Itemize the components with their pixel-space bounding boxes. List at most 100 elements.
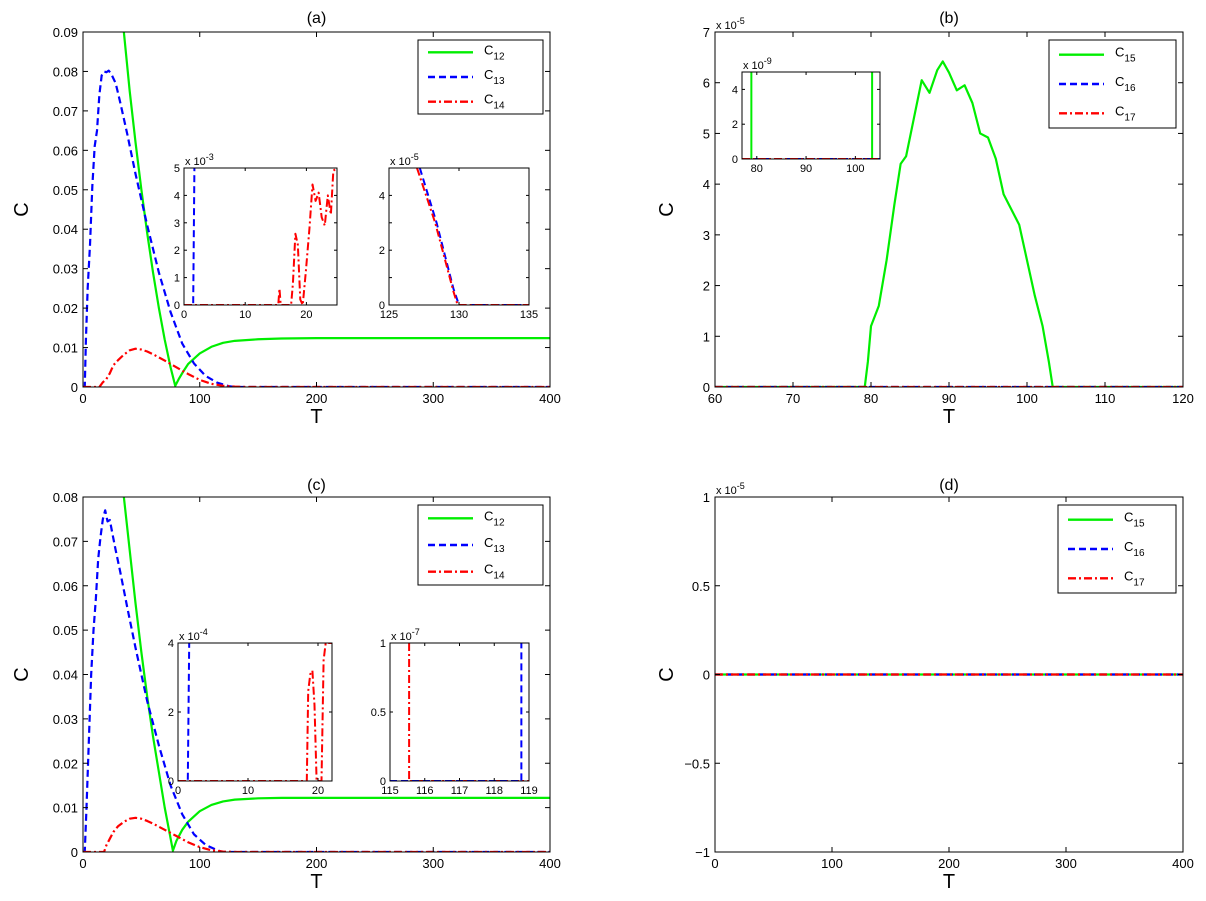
panel-d-multiplier: x 10-5 [716, 481, 745, 497]
y-axis-label: C [11, 667, 33, 681]
legend: C15 C16 C17 [1057, 504, 1177, 594]
x-axis-label: T [943, 406, 955, 428]
panel-a-inset-0-ytick-label: 3 [174, 218, 180, 230]
panel-a-inset-1-multiplier: x 10-5 [390, 152, 419, 168]
panel-b-inset-0-multiplier: x 10-9 [743, 56, 772, 72]
panel-title: (a) [307, 10, 327, 27]
panel-a-inset-1-xtick-label: 130 [450, 309, 468, 321]
y-axis-label: C [656, 202, 678, 216]
panel-b-inset-0-ytick-label: 4 [732, 84, 738, 96]
panel-d-ytick-label: 1 [703, 490, 710, 505]
panel-a-inset-1-ytick-label: 4 [379, 190, 385, 202]
panel-c-inset-0: 0 10 20 0 2 4 x 10-4 [168, 627, 333, 797]
panel-a-inset-0-ytick-label: 1 [174, 273, 180, 285]
panel-b-ytick-label: 3 [703, 228, 710, 243]
panel-c-inset-1-line-dashed-1 [390, 643, 523, 781]
panel-a-inset-0-ytick-label: 4 [174, 190, 180, 202]
panel-a-ytick-label: 0 [71, 380, 78, 395]
panel-a-ytick-label: 0.03 [53, 262, 78, 277]
y-axis-label: C [656, 667, 678, 681]
panel-c-ytick-label: 0.04 [53, 668, 78, 683]
panel-b-ytick-label: 4 [703, 177, 710, 192]
panel-a-xtick-label: 200 [306, 391, 328, 406]
panel-b-ytick-label: 5 [703, 126, 710, 141]
panel-c-inset-0-xtick-label: 10 [242, 785, 254, 797]
legend-label: C13 [484, 535, 505, 555]
panel-c-inset-0-ytick-label: 2 [168, 707, 174, 719]
panel-b-inset-0-ytick-label: 0 [732, 154, 738, 166]
panel-c-ytick-label: 0 [71, 845, 78, 860]
panel-b-series [715, 60, 1183, 387]
panel-a-inset-0-line-dashdot-1 [184, 168, 337, 305]
panel-c-ytick-label: 0.03 [53, 712, 78, 727]
panel-a-inset-1-line-dashed-0 [418, 168, 529, 305]
panel-b-ytick-label: 0 [703, 380, 710, 395]
panel-d: 0 100 200 300 400−1−0.500.51 x 10-5 (d)TCC15C1… [656, 477, 1194, 893]
panel-title: (c) [307, 477, 326, 494]
panel-c-series [83, 497, 550, 852]
panel-d-xtick-label: 200 [938, 856, 960, 871]
panel-title: (b) [939, 10, 959, 27]
panel-b-ytick-label: 6 [703, 76, 710, 91]
panel-c-inset-1-series [390, 643, 529, 781]
panel-c-inset-0-ytick-label: 0 [168, 776, 174, 788]
panel-c-inset-1-xtick-label: 115 [381, 785, 399, 797]
panel-a-inset-1-ytick-label: 2 [379, 245, 385, 257]
panel-b-xtick-label: 110 [1095, 391, 1116, 406]
panel-c-inset-1-ytick-label: 1 [380, 638, 386, 650]
legend-box [1048, 39, 1177, 129]
panel-d-xtick-label: 300 [1055, 856, 1077, 871]
panel-c-ytick-label: 0.08 [53, 490, 78, 505]
panel-c-line-dashed-1 [83, 509, 550, 852]
x-axis-label: T [943, 871, 955, 893]
panel-a-ytick-label: 0.05 [53, 183, 78, 198]
panel-a-inset-0-xtick-label: 20 [300, 309, 312, 321]
panel-b-ytick-label: 2 [703, 279, 710, 294]
panel-d-ytick-label: 0 [703, 668, 710, 683]
panel-a-inset-1: 125 130 135 0 2 4 x 10-5 [379, 152, 538, 321]
panel-c-inset-0-xtick-label: 20 [312, 785, 324, 797]
legend-label: C13 [484, 67, 505, 87]
panel-d-ytick-label: −0.5 [684, 756, 710, 771]
panel-b-xtick-label: 80 [864, 391, 878, 406]
panel-a-inset-0-xtick-label: 0 [181, 309, 187, 321]
panel-a-xtick-label: 0 [79, 391, 86, 406]
panel-a-inset-1-xtick-label: 125 [380, 309, 398, 321]
panel-c-ytick-label: 0.02 [53, 756, 78, 771]
x-axis-label: T [310, 406, 322, 428]
panel-c-line-dashdot-2 [83, 816, 550, 852]
panel-a-xtick-label: 100 [189, 391, 211, 406]
legend-box [417, 39, 544, 115]
panel-c-inset-1-xtick-label: 116 [416, 785, 434, 797]
panel-c-inset-0-bg [178, 643, 332, 781]
panel-a-ytick-label: 0.01 [53, 341, 78, 356]
panel-a-inset-1-bg [389, 168, 529, 305]
panel-a-inset-1-ytick-label: 0 [379, 300, 385, 312]
panel-b-inset-0-frame [741, 71, 881, 160]
panel-b-inset-0-xtick-label: 80 [751, 163, 763, 175]
panel-a-inset-0-line-dashed-0 [184, 168, 196, 305]
panel-c-inset-1-ytick-label: 0 [380, 776, 386, 788]
panel-a-inset-0-xtick-label: 10 [239, 309, 251, 321]
panel-a-inset-0: 0 10 20 0 1 2 3 4 5 x 10-3 [174, 152, 338, 321]
panel-a-inset-0-ytick-label: 5 [174, 163, 180, 175]
legend-label: C14 [484, 92, 505, 112]
panel-c-inset-1: 115 116 117 118 119 0 0.5 1 x 10-7 [371, 627, 538, 797]
panel-c-inset-1-line-dashdot-0 [408, 643, 529, 781]
legend-box [1057, 504, 1177, 594]
panel-title: (d) [939, 477, 959, 494]
legend-label: C17 [1115, 103, 1136, 123]
panel-c-ytick-label: 0.01 [53, 801, 78, 816]
legend-label: C15 [1115, 45, 1136, 65]
panel-b-inset-0-xtick-label: 100 [846, 163, 864, 175]
panel-c-xtick-label: 0 [79, 856, 86, 871]
legend: C12 C13 C14 [417, 504, 544, 586]
legend-box [417, 504, 544, 586]
x-axis-label: T [310, 871, 322, 893]
legend-label: C16 [1124, 539, 1145, 559]
panel-a-inset-0-ytick-label: 2 [174, 245, 180, 257]
panel-c-inset-0-xtick-label: 0 [175, 785, 181, 797]
panel-c-xtick-label: 400 [539, 856, 561, 871]
